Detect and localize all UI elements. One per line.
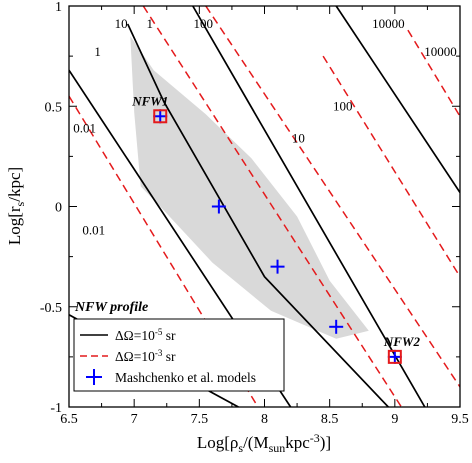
- x-axis-label: Log[ρs/(Msunkpc-3)]: [197, 431, 331, 455]
- curve-label: 1: [94, 44, 101, 59]
- curve-label: 0.01: [73, 120, 96, 135]
- legend-entry-marker: Mashchenko et al. models: [115, 370, 256, 385]
- legend: ΔΩ=10-5 sr ΔΩ=10-3 sr Mashchenko et al. …: [73, 318, 285, 392]
- x-tick-label: 7: [131, 412, 138, 427]
- dashed-curve-10: [205, 6, 460, 388]
- y-tick-label: -0.5: [40, 301, 62, 316]
- annotation-profile: NFW profile: [74, 300, 148, 315]
- dashed-curve-10000: [407, 29, 460, 117]
- x-tick-label: 9: [391, 412, 398, 427]
- model-marker: [211, 199, 226, 214]
- legend-box: [73, 318, 285, 392]
- legend-entry-dashed: ΔΩ=10-3 sr: [115, 348, 176, 364]
- y-axis-label: Log[rs/kpc]: [5, 167, 27, 245]
- x-tick-label: 7.5: [191, 412, 209, 427]
- legend-entry-solid: ΔΩ=10-5 sr: [115, 327, 176, 343]
- x-tick-label: 9.5: [451, 412, 469, 427]
- curve-label: 10: [115, 16, 128, 31]
- y-tick-label: 0: [55, 201, 62, 216]
- legend-swatch-marker: [86, 369, 102, 385]
- highlight-box: [387, 349, 402, 364]
- model-marker: [387, 349, 402, 364]
- solid-curve-100: [192, 6, 426, 407]
- curve-label: 10: [292, 130, 305, 145]
- highlight-box: [153, 109, 168, 124]
- model-marker: [270, 259, 285, 274]
- y-tick-label: 1: [55, 0, 62, 15]
- model-marker: [153, 109, 168, 124]
- model-marker: [329, 319, 344, 334]
- curve-label: 1: [147, 16, 154, 31]
- dashed-curve-1: [142, 6, 403, 407]
- highlight-label: NFW2: [383, 334, 421, 349]
- y-tick-label: -1: [50, 401, 62, 416]
- curve-label: 10000: [424, 44, 457, 59]
- curve-label: 100: [333, 98, 353, 113]
- solid-curve-10: [126, 23, 389, 407]
- curve-label: 0.01: [82, 223, 105, 238]
- highlight-label: NFW1: [131, 93, 168, 108]
- curve-label: 10000: [372, 16, 405, 31]
- x-tick-label: 6.5: [60, 412, 78, 427]
- solid-curve-10000: [335, 6, 460, 193]
- curve-label: 100: [193, 16, 213, 31]
- x-tick-label: 8: [261, 412, 268, 427]
- y-tick-label: 0.5: [45, 100, 63, 115]
- dashed-curve-100: [322, 55, 460, 278]
- x-tick-label: 8.5: [321, 412, 339, 427]
